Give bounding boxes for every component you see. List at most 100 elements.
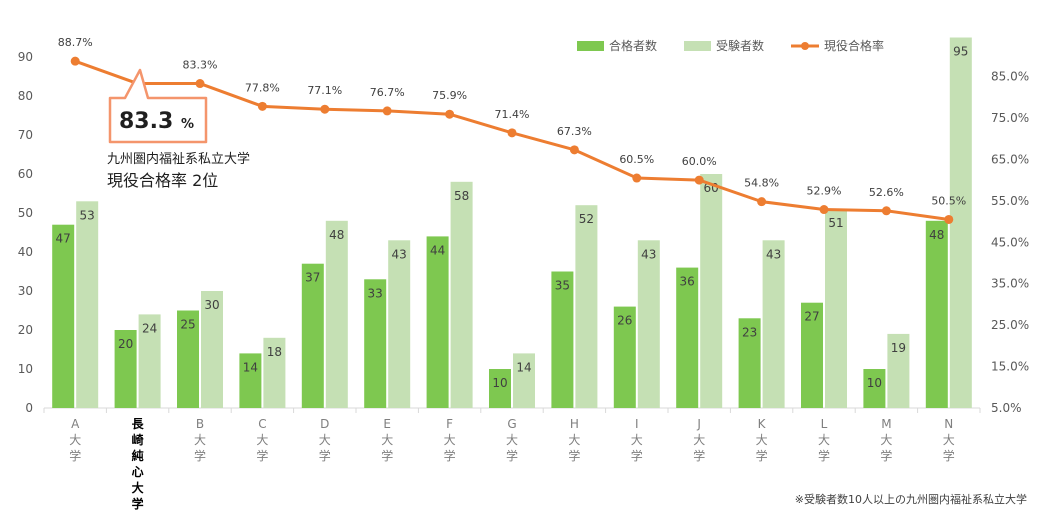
bar-exam [513, 353, 535, 408]
y-right-tick-label: 75.0% [991, 111, 1029, 125]
rate-point [819, 205, 829, 215]
bar-exam [762, 240, 785, 408]
bar-exam [388, 240, 411, 408]
bar-pass [676, 267, 699, 408]
bar-exam-label: 30 [204, 298, 219, 312]
y-left-tick-label: 40 [18, 245, 33, 259]
legend-swatch-pass [577, 41, 604, 51]
category-label: E 大学 [381, 417, 393, 463]
category-label: I 大学 [631, 417, 643, 463]
y-left-tick-label: 90 [18, 50, 33, 64]
bar-pass [613, 306, 636, 408]
bar-pass-label: 48 [929, 228, 944, 242]
rate-label: 52.6% [869, 186, 904, 199]
y-left-tick-label: 0 [25, 401, 33, 415]
y-right-tick-label: 65.0% [991, 152, 1029, 166]
bar-exam-label: 51 [828, 216, 843, 230]
legend-swatch-exam [684, 41, 711, 51]
x-axis-ticks [43, 408, 981, 413]
y-left-tick-label: 50 [18, 206, 33, 220]
bar-exam [138, 314, 161, 408]
rate-label: 71.4% [495, 108, 530, 121]
y-left-tick-label: 80 [18, 89, 33, 103]
bar-pass-label: 20 [118, 337, 133, 351]
bar-exam [201, 291, 223, 408]
rate-point [445, 109, 455, 119]
callout-value: 83.3 [119, 109, 173, 134]
bar-pass-label: 25 [180, 318, 195, 332]
legend-label-rate: 現役合格率 [824, 38, 884, 53]
rate-label: 88.7% [58, 36, 93, 49]
legend: 合格者数 受験者数 現役合格率 [577, 38, 884, 53]
callout-box [108, 68, 208, 144]
rate-label: 83.3% [183, 59, 218, 72]
bar-exam [637, 240, 660, 408]
category-label: K 大学 [756, 417, 768, 463]
category-label: 長崎純心大学 [132, 416, 145, 511]
category-label: L 大学 [818, 417, 830, 463]
bar-pass [863, 369, 886, 408]
bar-exam-label: 14 [516, 360, 531, 374]
footnote: ※受験者数10人以上の九州圏内福祉系私立大学 [795, 492, 1027, 506]
bar-exam-label: 43 [766, 247, 781, 261]
bar-exam-label: 43 [392, 247, 407, 261]
rate-point [569, 145, 579, 155]
callout-rank: 現役合格率 2位 [107, 171, 218, 190]
rate-point [881, 206, 891, 216]
rate-label: 67.3% [557, 125, 592, 138]
bar-pass [426, 236, 449, 408]
rate-point [195, 79, 205, 89]
bar-exam-label: 19 [891, 341, 906, 355]
bar-exam [263, 337, 286, 408]
category-label: A 大学 [69, 417, 81, 463]
bar-exam-label: 53 [80, 208, 95, 222]
bar-pass [551, 271, 574, 408]
rate-label: 52.9% [807, 185, 842, 198]
category-label: B 大学 [194, 417, 206, 463]
bar-pass [925, 220, 948, 408]
y-left-tick-label: 60 [18, 167, 33, 181]
bar-pass-label: 10 [492, 376, 507, 390]
bar-pass-label: 36 [680, 275, 695, 289]
bar-exam [700, 174, 723, 408]
callout-unit: % [181, 117, 194, 132]
y-right-tick-label: 15.0% [991, 360, 1029, 374]
bar-exam [76, 201, 99, 408]
rate-label: 60.0% [682, 155, 717, 168]
bar-exam [575, 205, 598, 408]
bar-exam-label: 48 [329, 228, 344, 242]
category-label: D 大学 [319, 417, 331, 463]
category-label: H 大学 [568, 417, 580, 463]
bar-pass-label: 27 [804, 310, 819, 324]
y-left-tick-label: 10 [18, 362, 33, 376]
rate-point [757, 197, 767, 207]
category-label: M 大学 [880, 417, 892, 463]
bar-pass-label: 26 [617, 314, 632, 328]
y-left-tick-label: 20 [18, 323, 33, 337]
y-right-tick-label: 85.0% [991, 70, 1029, 84]
category-label: C 大学 [256, 417, 268, 463]
rate-point [694, 175, 704, 185]
category-label: F 大学 [444, 417, 456, 463]
bar-pass-label: 33 [368, 286, 383, 300]
y-left-tick-label: 30 [18, 284, 33, 298]
y-right-axis: 5.0% 15.0% 25.0% 35.0% 45.0% 55.0% 65.0% 75.0% 8… [991, 70, 1029, 416]
bar-pass-label: 37 [305, 271, 320, 285]
bar-pass [177, 310, 199, 408]
legend-marker-rate [801, 42, 809, 50]
rate-label: 76.7% [370, 86, 405, 99]
bar-pass [301, 263, 324, 408]
rate-point [944, 214, 954, 224]
rate-label: 77.1% [307, 84, 342, 97]
y-right-tick-label: 45.0% [991, 235, 1029, 249]
bar-pass-label: 14 [243, 360, 258, 374]
bar-pass [114, 330, 137, 408]
bar-exam-label: 18 [267, 345, 282, 359]
bar-pass [801, 302, 823, 408]
bar-exam-label: 43 [641, 247, 656, 261]
bar-exam-label: 58 [454, 189, 469, 203]
y-left-tick-label: 70 [18, 128, 33, 142]
bar-pass [738, 318, 761, 408]
rate-point [632, 173, 642, 183]
callout: 83.3 % 九州圏内福祉系私立大学 現役合格率 2位 [107, 68, 250, 190]
